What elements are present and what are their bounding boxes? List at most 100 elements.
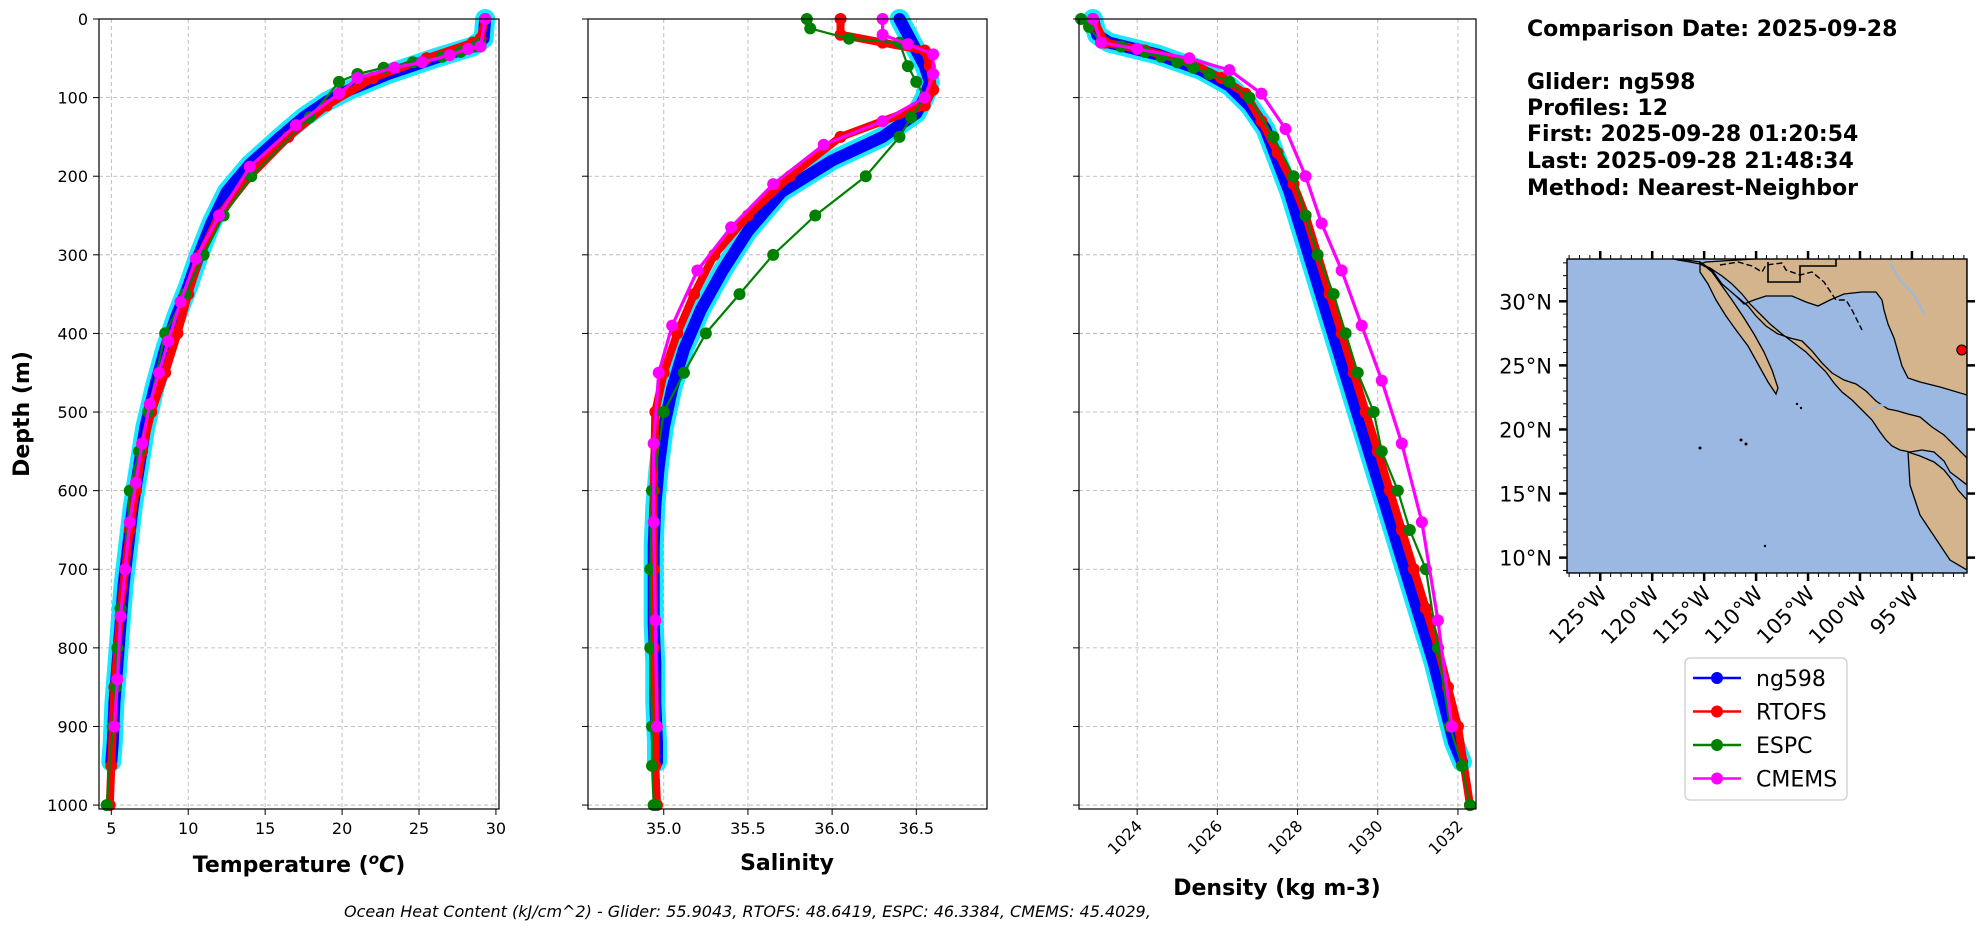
density-ESPC-point xyxy=(1299,209,1312,222)
depth-ytick-label: 0 xyxy=(78,10,88,29)
depth-ytick-label: 600 xyxy=(57,482,88,501)
density-CMEMS-point xyxy=(1445,720,1458,733)
temperature-xtick-label: 25 xyxy=(409,819,429,838)
density-ESPC-point xyxy=(1327,288,1340,301)
density-ESPC-point xyxy=(1223,75,1236,88)
density-CMEMS-point xyxy=(1431,614,1444,627)
temperature-RTOFS-point xyxy=(320,99,333,112)
density-CMEMS-line xyxy=(1091,17,1454,729)
depth-ytick-label: 100 xyxy=(57,89,88,108)
density-ESPC-point xyxy=(1267,130,1280,143)
salinity-CMEMS-point xyxy=(901,38,914,51)
legend-marker-ESPC xyxy=(1711,739,1723,751)
salinity-CMEMS-point xyxy=(725,221,738,234)
density-ESPC-point xyxy=(1287,170,1300,183)
salinity-ESPC-point xyxy=(699,327,712,340)
density-RTOFS-point xyxy=(1407,563,1420,576)
temperature-CMEMS-point xyxy=(129,476,142,489)
density-ESPC-point xyxy=(1391,484,1404,497)
density-xtick-label: 1028 xyxy=(1264,816,1306,858)
state-border xyxy=(1767,259,1837,283)
temperature-axes-frame xyxy=(98,18,500,810)
salinity-RTOFS-point xyxy=(688,288,701,301)
map-lat-label: 20°N xyxy=(1499,418,1552,442)
legend-label-RTOFS: RTOFS xyxy=(1756,701,1827,726)
density-CMEMS-point xyxy=(1131,42,1144,55)
salinity-panel: 35.0 35.5 36.0 36.5 Salinity xyxy=(582,9,988,876)
density-ng598-spread xyxy=(1083,9,1472,772)
salinity-CMEMS-point xyxy=(817,138,830,151)
temperature-CMEMS-point xyxy=(462,42,475,55)
depth-ytick-label: 800 xyxy=(57,639,88,658)
legend-label-CMEMS: CMEMS xyxy=(1756,768,1837,793)
depth-ytick-label: 1000 xyxy=(47,796,88,815)
salinity-xtick-label: 36.0 xyxy=(814,819,850,838)
salinity-ESPC-point xyxy=(644,641,657,654)
temperature-ESPC-point xyxy=(333,75,345,88)
comparison-date: Comparison Date: 2025-09-28 xyxy=(1527,17,1897,42)
density-CMEMS-point xyxy=(1395,437,1408,450)
salinity-ESPC-point xyxy=(649,799,662,812)
temperature-CMEMS-point xyxy=(243,160,256,173)
legend-marker-RTOFS xyxy=(1711,705,1723,718)
salinity-ticks: 35.0 35.5 36.0 36.5 xyxy=(582,18,934,838)
map-islands xyxy=(1698,402,1803,548)
density-CMEMS-point xyxy=(1355,319,1368,332)
density-CMEMS-point xyxy=(1335,264,1348,277)
depth-ytick-label: 300 xyxy=(57,246,88,265)
temperature-xtick-label: 5 xyxy=(106,819,116,838)
salinity-ESPC-point xyxy=(910,75,923,88)
density-ESPC-point xyxy=(1403,523,1416,536)
salinity-CMEMS-point xyxy=(927,68,940,81)
temperature-ESPC-point xyxy=(100,799,113,812)
salinity-CMEMS-point xyxy=(767,178,780,191)
temperature-CMEMS-point xyxy=(153,366,165,379)
temperature-grid xyxy=(99,18,499,809)
legend: ng598 RTOFS ESPC CMEMS xyxy=(1684,657,1848,801)
temperature-CMEMS-point xyxy=(351,71,364,84)
temperature-ESPC-line xyxy=(105,42,482,807)
legend-label-ESPC: ESPC xyxy=(1756,734,1813,759)
glider-name: Glider: ng598 xyxy=(1527,70,1695,95)
first-profile-time: First: 2025-09-28 01:20:54 xyxy=(1527,122,1858,147)
density-ESPC-point xyxy=(1243,91,1256,104)
map-lat-label: 30°N xyxy=(1499,290,1552,314)
salinity-CMEMS-point xyxy=(666,319,679,332)
depth-ytick-label: 400 xyxy=(57,324,88,343)
salinity-ESPC-point xyxy=(677,366,690,379)
salinity-ESPC-point xyxy=(645,759,658,772)
temperature-CMEMS-point xyxy=(289,119,302,132)
legend-label-ng598: ng598 xyxy=(1756,667,1826,692)
salinity-ESPC-point xyxy=(859,170,872,183)
salinity-ESPC-point xyxy=(809,209,822,222)
density-CMEMS-point xyxy=(1299,170,1312,183)
salinity-CMEMS-point xyxy=(927,48,940,61)
density-CMEMS-point xyxy=(1279,123,1292,136)
salinity-ESPC-point xyxy=(645,484,658,497)
salinity-CMEMS-point xyxy=(918,91,931,104)
density-CMEMS-point xyxy=(1223,64,1236,77)
depth-ylabel: Depth (m) xyxy=(10,351,35,477)
density-CMEMS-point xyxy=(1415,516,1428,529)
salinity-axes-frame xyxy=(587,18,988,810)
salinity-series xyxy=(643,9,940,812)
temperature-CMEMS-point xyxy=(114,610,127,623)
density-ng598-line xyxy=(1087,13,1468,768)
legend-marker-CMEMS xyxy=(1711,772,1723,785)
temperature-CMEMS-point xyxy=(174,295,187,308)
temperature-CMEMS-point xyxy=(119,563,132,576)
density-xtick-label: 1030 xyxy=(1344,816,1386,858)
density-axes-frame xyxy=(1078,18,1477,810)
salinity-ESPC-point xyxy=(905,111,918,124)
temperature-CMEMS-point xyxy=(388,61,401,74)
map-land-layer xyxy=(1671,259,1967,571)
last-profile-time: Last: 2025-09-28 21:48:34 xyxy=(1527,149,1854,174)
temperature-CMEMS-point xyxy=(333,87,345,100)
info-block: Comparison Date: 2025-09-28 Glider: ng59… xyxy=(1527,17,1897,201)
salinity-ng598-line xyxy=(647,13,936,768)
map-lat-label: 10°N xyxy=(1499,547,1552,571)
salinity-xtick-label: 36.5 xyxy=(898,819,934,838)
temperature-CMEMS-point xyxy=(213,209,225,222)
density-xtick-label: 1032 xyxy=(1425,816,1467,858)
